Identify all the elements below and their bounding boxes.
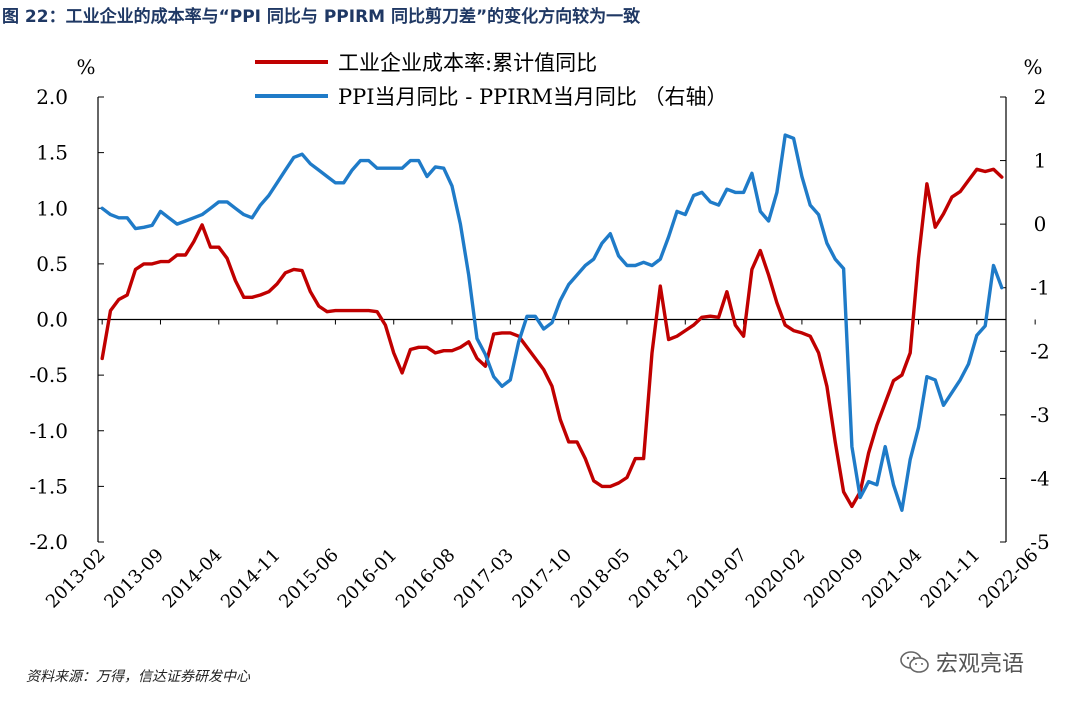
x-tick-label: 2013-02: [42, 545, 110, 613]
x-tick-label: 2014-11: [217, 545, 285, 613]
right-unit-label: %: [1023, 55, 1042, 79]
right-tick-label: -5: [1030, 530, 1049, 554]
left-tick-label: -0.5: [29, 363, 68, 387]
x-tick-label: 2017-10: [508, 545, 576, 613]
legend-label-0: 工业企业成本率:累计值同比: [338, 51, 597, 75]
right-tick-label: -3: [1030, 403, 1049, 427]
left-tick-label: -1.0: [29, 419, 68, 443]
cost-rate-series-line: [100, 167, 1004, 509]
right-tick-label: 2: [1034, 85, 1047, 109]
x-tick-label: 2015-06: [275, 545, 343, 613]
x-tick-label: 2021-04: [858, 545, 926, 613]
ppi-spread-series-line: [100, 133, 1004, 512]
left-tick-label: 1.5: [36, 141, 68, 165]
x-tick-label: 2021-11: [917, 545, 985, 613]
wechat-icon: [900, 651, 929, 673]
x-tick-label: 2019-07: [683, 545, 751, 613]
left-tick-label: -2.0: [29, 530, 68, 554]
right-tick-label: -4: [1030, 466, 1049, 490]
legend-label-1: PPI当月同比 - PPIRM当月同比 （右轴）: [338, 85, 728, 109]
left-tick-label: 1.0: [36, 196, 68, 220]
x-tick-label: 2016-01: [334, 545, 402, 613]
left-tick-label: 2.0: [36, 85, 68, 109]
x-tick-label: 2013-09: [100, 545, 168, 613]
x-tick-label: 2018-05: [567, 545, 635, 613]
right-tick-label: 0: [1034, 212, 1047, 236]
x-tick-label: 2020-02: [742, 545, 810, 613]
watermark-text: 宏观亮语: [936, 652, 1025, 677]
source-note: 资料来源：万得，信达证券研发中心: [26, 669, 250, 685]
x-tick-label: 2018-12: [625, 545, 693, 613]
left-tick-label: 0.0: [36, 308, 68, 332]
x-tick-label: 2017-03: [450, 545, 518, 613]
left-tick-label: -1.5: [29, 474, 68, 498]
watermark: 宏观亮语: [900, 646, 1024, 678]
left-unit-label: %: [76, 55, 95, 79]
right-tick-label: -2: [1030, 339, 1049, 363]
x-tick-label: 2016-08: [392, 545, 460, 613]
x-tick-label: 2022-06: [975, 545, 1043, 613]
figure-title: 图 22：工业企业的成本率与“PPI 同比与 PPIRM 同比剪刀差”的变化方向…: [2, 7, 641, 27]
x-tick-label: 2014-04: [159, 545, 227, 613]
x-tick-label: 2020-09: [800, 545, 868, 613]
right-tick-label: 1: [1034, 149, 1047, 173]
right-tick-label: -1: [1030, 276, 1049, 300]
left-tick-label: 0.5: [36, 252, 68, 276]
